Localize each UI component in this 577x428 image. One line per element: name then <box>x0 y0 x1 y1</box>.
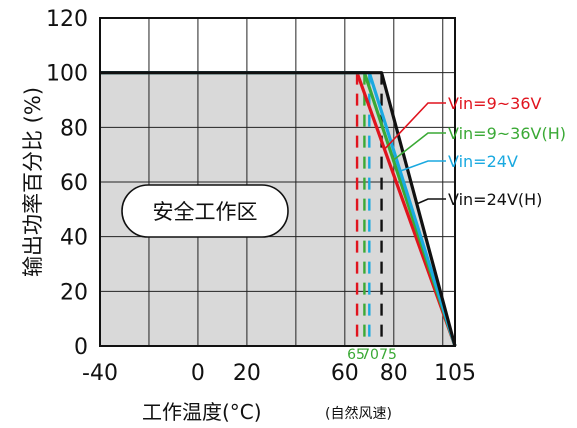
legend-leader-1 <box>383 102 446 150</box>
safe-zone-badge <box>121 184 289 238</box>
x-tick-label: 60 <box>331 361 359 386</box>
x-tick-label: 80 <box>380 361 408 386</box>
x-tick-label: 20 <box>233 361 261 386</box>
legend-label-2: Vin=9~36V(H) <box>448 124 566 143</box>
x-axis-label: 工作温度(°C) <box>142 400 262 424</box>
plot-frame <box>99 17 456 347</box>
legend-label-3: Vin=24V <box>448 152 518 171</box>
y-tick-label: 120 <box>46 7 88 32</box>
derating-start-label: 75 <box>379 347 397 363</box>
safe-zone-label: 安全工作区 <box>153 200 258 224</box>
legend-leader-2 <box>392 132 446 161</box>
derating-start-label: 70 <box>361 347 379 363</box>
legend-leader-3 <box>399 160 446 172</box>
x-axis-note: (自然风速) <box>325 405 392 422</box>
x-tick-label: 0 <box>191 361 205 386</box>
y-tick-label: 80 <box>60 116 88 141</box>
y-tick-label: 60 <box>60 171 88 196</box>
y-tick-label: 40 <box>60 226 88 251</box>
derating-start-label: 65 <box>347 347 365 363</box>
x-tick-label: 105 <box>434 361 476 386</box>
series-line-4 <box>100 71 457 347</box>
legend-leader-4 <box>416 198 446 205</box>
x-tick-label: -40 <box>82 361 118 386</box>
legend-label-1: Vin=9~36V <box>448 94 542 113</box>
legend-label-4: Vin=24V(H) <box>448 190 542 209</box>
y-tick-label: 100 <box>46 62 88 87</box>
y-tick-label: 0 <box>74 335 88 360</box>
y-axis-label: 输出功率百分比 (%) <box>21 87 45 277</box>
y-tick-label: 20 <box>60 280 88 305</box>
